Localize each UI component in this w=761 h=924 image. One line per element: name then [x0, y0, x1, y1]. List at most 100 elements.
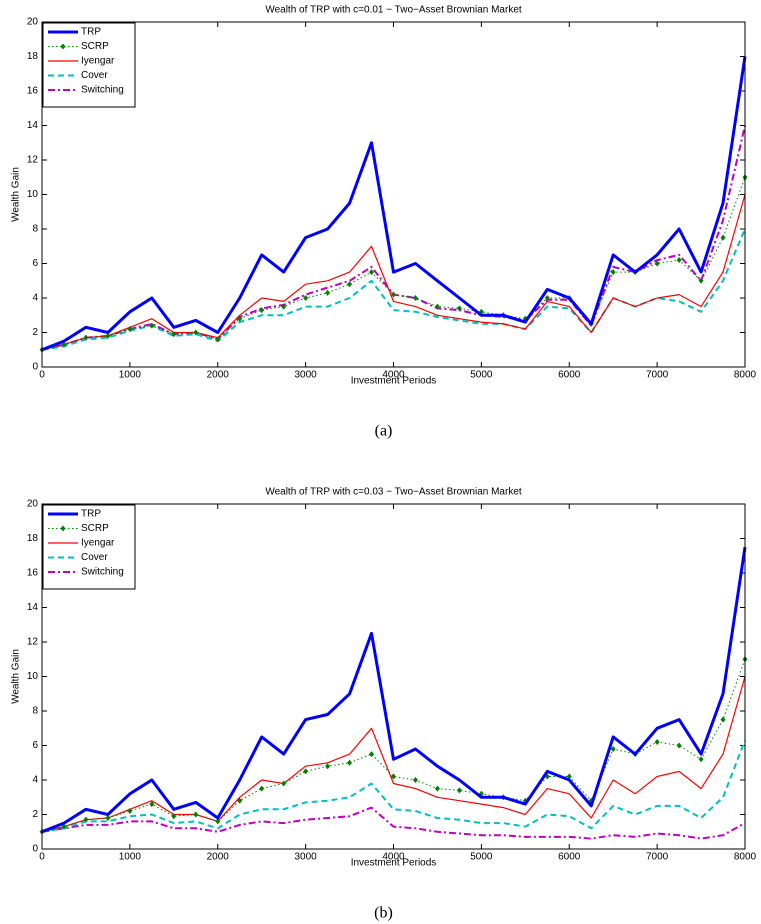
series-marker — [369, 751, 375, 758]
series-marker — [105, 814, 111, 821]
series-marker — [698, 756, 704, 763]
series-marker — [720, 716, 726, 723]
series-marker — [325, 289, 331, 296]
series-marker — [720, 234, 726, 241]
series-marker — [237, 797, 243, 804]
y-tick-label: 14 — [27, 120, 39, 131]
y-tick-label: 16 — [27, 86, 39, 97]
y-tick-label: 10 — [27, 189, 39, 200]
x-tick-label: 4000 — [382, 370, 405, 381]
y-tick-label: 20 — [27, 17, 39, 28]
series-marker — [237, 315, 243, 322]
series-marker — [456, 305, 462, 312]
x-tick-label: 1000 — [119, 370, 142, 381]
x-tick-label: 8000 — [734, 370, 757, 381]
legend-label: Iyengar — [81, 56, 115, 67]
plot-frame — [41, 21, 746, 368]
x-tick-label: 2000 — [207, 852, 230, 863]
y-tick-label: 8 — [32, 706, 38, 717]
series-line — [41, 228, 746, 351]
series-line — [41, 676, 746, 833]
series-marker — [259, 307, 265, 314]
y-tick-label: 14 — [27, 602, 39, 613]
series-marker — [281, 780, 287, 787]
series-marker — [347, 759, 353, 766]
legend-box — [42, 504, 136, 590]
legend-label: Switching — [81, 85, 124, 96]
series-marker — [171, 813, 177, 820]
series-marker — [83, 816, 89, 823]
x-tick-label: 8000 — [734, 852, 757, 863]
x-tick-label: 2000 — [207, 370, 230, 381]
series-marker — [105, 332, 111, 339]
y-tick-label: 10 — [27, 671, 39, 682]
series-marker — [303, 768, 309, 775]
series-marker — [434, 785, 440, 792]
series-line — [41, 739, 746, 833]
x-tick-label: 5000 — [470, 370, 493, 381]
x-tick-label: 3000 — [295, 370, 318, 381]
y-tick-label: 12 — [27, 637, 39, 648]
series-marker — [259, 785, 265, 792]
series-marker — [171, 331, 177, 338]
series-marker — [127, 326, 133, 333]
series-marker — [193, 329, 199, 336]
series-line — [41, 546, 747, 834]
x-tick-label: 6000 — [558, 852, 581, 863]
y-tick-label: 0 — [32, 844, 38, 855]
series-marker — [654, 260, 660, 267]
y-tick-label: 2 — [32, 327, 38, 338]
series-line — [41, 177, 746, 351]
x-tick-label: 7000 — [646, 370, 669, 381]
plot-area — [42, 22, 745, 367]
series-marker — [676, 742, 682, 749]
series-marker — [149, 801, 155, 808]
y-tick-label: 18 — [27, 533, 39, 544]
y-tick-label: 6 — [32, 740, 38, 751]
series-marker — [347, 281, 353, 288]
series-marker — [412, 295, 418, 301]
y-tick-label: 16 — [27, 568, 39, 579]
x-tick-label: 5000 — [470, 852, 493, 863]
caption: (b) — [374, 905, 393, 922]
legend-label: Switching — [81, 567, 124, 578]
x-axis-label: Investment Periods — [351, 376, 437, 387]
chart-title: Wealth of TRP with c=0.01 − Two−Asset Br… — [265, 5, 522, 16]
series-marker — [610, 269, 616, 276]
x-tick-label: 4000 — [382, 852, 405, 863]
x-tick-label: 6000 — [558, 370, 581, 381]
series-marker — [83, 334, 89, 341]
x-tick-label: 3000 — [295, 852, 318, 863]
legend-label: SCRP — [81, 523, 109, 534]
legend-label: Iyengar — [81, 538, 115, 549]
x-tick-label: 1000 — [119, 852, 142, 863]
legend-label: SCRP — [81, 41, 109, 52]
x-tick-label: 0 — [39, 370, 45, 381]
legend-box — [42, 22, 136, 108]
chart-title: Wealth of TRP with c=0.03 − Two−Asset Br… — [265, 487, 522, 498]
series-marker — [456, 787, 462, 794]
legend-label: TRP — [81, 27, 101, 38]
y-tick-label: 6 — [32, 258, 38, 269]
series-marker — [325, 763, 331, 770]
y-tick-label: 0 — [32, 362, 38, 373]
series-line — [41, 806, 746, 840]
y-tick-label: 2 — [32, 809, 38, 820]
series-marker — [281, 303, 287, 310]
series-marker — [434, 303, 440, 310]
series-marker — [391, 291, 396, 298]
series-marker — [215, 818, 221, 825]
y-axis-label: Wealth Gain — [11, 649, 22, 704]
series-marker — [127, 808, 133, 815]
plot-area — [42, 504, 745, 849]
y-tick-label: 4 — [32, 775, 38, 786]
series-marker — [391, 773, 396, 780]
legend-marker — [60, 43, 66, 50]
x-tick-label: 7000 — [646, 852, 669, 863]
legend: TRP SCRP Iyengar Cover Switching — [42, 504, 136, 590]
y-tick-label: 20 — [27, 499, 39, 510]
x-tick-label: 0 — [39, 852, 45, 863]
plot-frame — [41, 503, 746, 850]
